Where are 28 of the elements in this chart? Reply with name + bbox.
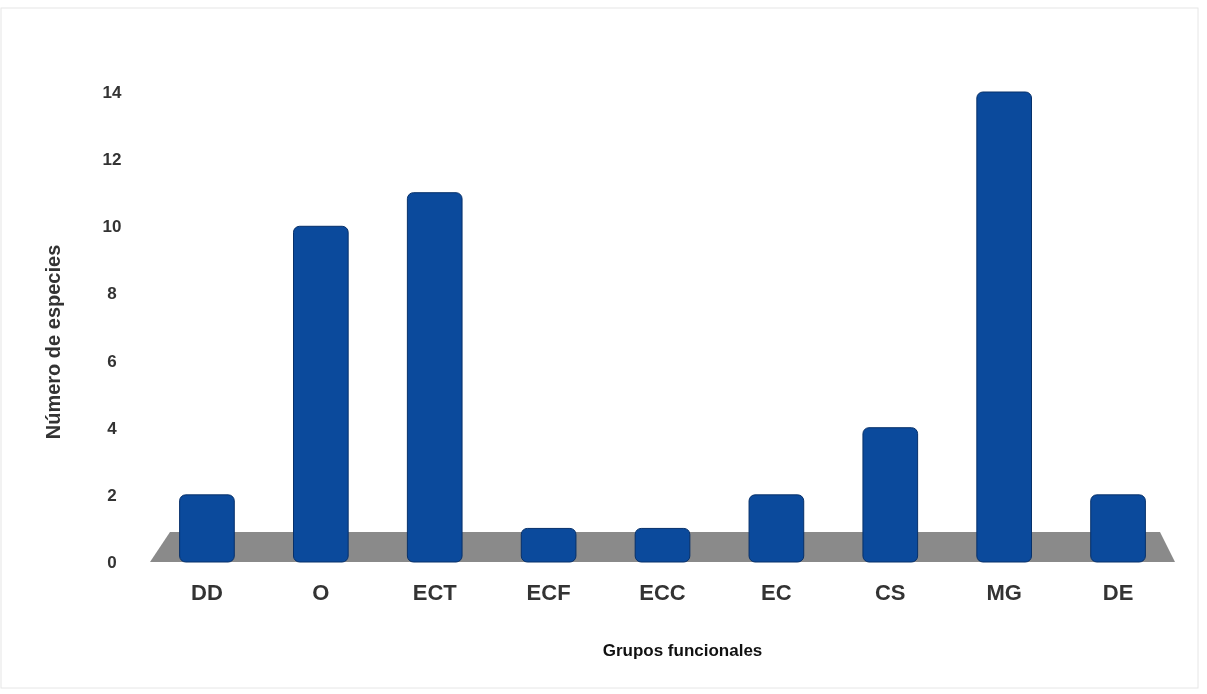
x-axis-title: Grupos funcionales bbox=[602, 641, 763, 660]
bar bbox=[293, 225, 349, 563]
x-tick-label: ECT bbox=[412, 580, 458, 605]
y-tick-label: 14 bbox=[102, 82, 122, 102]
bar bbox=[748, 494, 805, 563]
x-tick-label: CS bbox=[875, 580, 906, 605]
bar bbox=[1090, 494, 1146, 563]
y-tick-label: 4 bbox=[107, 418, 118, 438]
bar bbox=[406, 192, 463, 563]
x-tick-label: EC bbox=[761, 580, 792, 605]
y-tick-label: 0 bbox=[107, 552, 117, 572]
bar bbox=[520, 527, 577, 563]
y-tick-label: 6 bbox=[107, 351, 117, 371]
bar bbox=[179, 494, 235, 563]
bar bbox=[976, 91, 1032, 563]
y-axis-title: Número de especies bbox=[42, 244, 64, 440]
x-tick-label: O bbox=[312, 580, 330, 605]
x-tick-label: ECC bbox=[639, 580, 686, 605]
y-tick-label: 2 bbox=[107, 485, 117, 505]
x-tick-label: MG bbox=[986, 580, 1022, 605]
y-tick-label: 10 bbox=[102, 217, 122, 237]
x-tick-label: DE bbox=[1102, 580, 1134, 605]
bar bbox=[634, 527, 691, 563]
x-tick-label: ECF bbox=[526, 580, 571, 605]
bar bbox=[862, 427, 919, 563]
x-tick-label: DD bbox=[191, 580, 223, 605]
y-tick-label: 8 bbox=[107, 284, 117, 304]
y-tick-label: 12 bbox=[102, 150, 122, 170]
